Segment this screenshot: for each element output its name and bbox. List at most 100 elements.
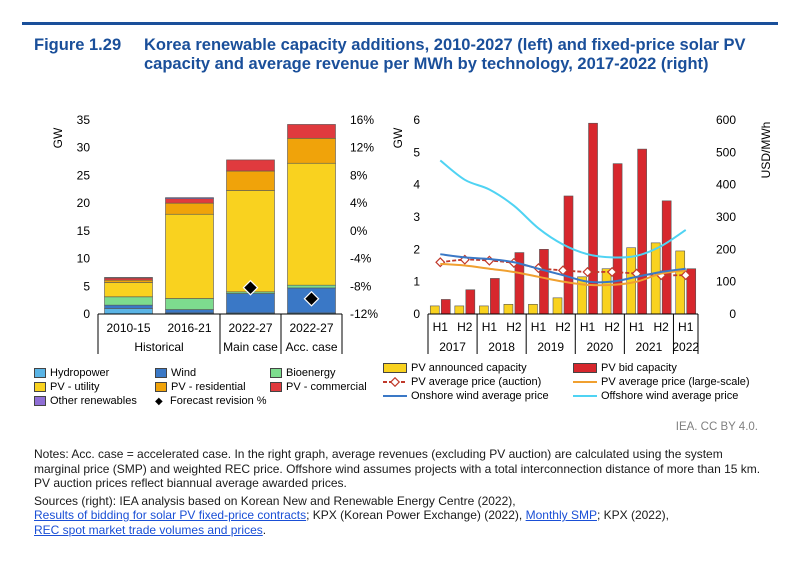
right-year-label: 2022 <box>672 340 699 354</box>
legend-line-offshore-icon <box>573 395 597 398</box>
legend-pv-auction-price: PV average price (auction) <box>383 376 541 389</box>
right-y2-tick-label: 200 <box>716 242 736 256</box>
notes-text: Notes: Acc. case = accelerated case. In … <box>34 447 761 490</box>
left-y-tick-label: 30 <box>77 141 91 155</box>
right-y2-tick-label: 300 <box>716 210 736 224</box>
right-y-tick-label: 6 <box>413 113 420 127</box>
legend-other-renewables: Other renewables <box>34 395 137 408</box>
credit-line: IEA. CC BY 4.0. <box>675 421 758 433</box>
right-x-tick-label: H2 <box>654 320 670 334</box>
right-x-tick-label: H2 <box>457 320 473 334</box>
left-bar-other <box>165 197 214 200</box>
left-y2-tick-label: -12% <box>350 307 378 321</box>
left-y-tick-label: 10 <box>77 252 91 266</box>
legend-swatch-hydropower <box>34 368 46 379</box>
legend-hydropower: Hydropower <box>34 367 109 380</box>
left-y-tick-label: 5 <box>83 279 90 293</box>
left-y2-tick-label: 8% <box>350 168 368 182</box>
right-y-tick-label: 2 <box>413 242 420 256</box>
legend-pv-residential: PV - residential <box>155 381 246 394</box>
legend-onshore: Onshore wind average price <box>383 390 549 403</box>
right-x-tick-label: H2 <box>604 320 620 334</box>
right-y2-tick-label: 400 <box>716 178 736 192</box>
source-link-bidding-results[interactable]: Results of bidding for solar PV fixed-pr… <box>34 508 307 522</box>
pv-auction-marker <box>680 270 691 281</box>
left-group-label: Acc. case <box>285 340 337 354</box>
right-y2-tick-label: 100 <box>716 275 736 289</box>
left-x-tick-label: 2022-27 <box>289 321 333 335</box>
pv-bid-bar <box>490 278 500 315</box>
right-x-tick-label: H1 <box>629 320 645 334</box>
pv-announced-bar <box>552 297 563 315</box>
left-bar-pv_utility <box>287 162 336 286</box>
left-bar-pv_utility <box>104 282 153 298</box>
left-bar-bioenergy <box>104 296 153 306</box>
right-x-tick-label: H2 <box>555 320 571 334</box>
left-y2-tick-label: 16% <box>350 113 374 127</box>
legend-forecast-revision: ◆ Forecast revision % <box>155 395 267 407</box>
legend-line-auction-icon <box>383 377 407 388</box>
legend-pv-utility: PV - utility <box>34 381 100 394</box>
legend-swatch-pv-utility <box>34 382 46 393</box>
left-y-tick-label: 20 <box>77 196 91 210</box>
left-bar-pv_residential <box>165 202 214 215</box>
pv-bid-bar <box>539 249 549 315</box>
legend-swatch-pv-announced <box>383 363 407 374</box>
right-x-tick-label: H1 <box>433 320 449 334</box>
pv-announced-bar <box>454 305 465 315</box>
legend-bioenergy: Bioenergy <box>270 367 336 380</box>
pv-announced-bar <box>675 250 686 315</box>
notes-block: Notes: Acc. case = accelerated case. In … <box>34 447 769 537</box>
left-group-label: Historical <box>134 340 183 354</box>
pv-bid-bar <box>465 289 476 315</box>
pv-bid-bar <box>661 200 672 315</box>
pv-auction-marker <box>484 255 495 266</box>
legend-wind: Wind <box>155 367 196 380</box>
legend-swatch-pv-commercial <box>270 382 282 393</box>
pv-auction-marker <box>557 265 569 276</box>
left-bar-pv_residential <box>226 170 275 191</box>
right-x-tick-label: H1 <box>580 320 596 334</box>
left-bar-bioenergy <box>287 284 336 289</box>
forecast-revision-marker <box>242 279 259 296</box>
left-bar-bioenergy <box>165 298 214 310</box>
left-bar-pv_utility <box>226 190 275 293</box>
figure-title-text: Korea renewable capacity additions, 2010… <box>144 36 746 73</box>
pv-bid-bar <box>440 299 451 315</box>
line-offshore <box>439 159 687 259</box>
pv-auction-marker <box>435 257 446 268</box>
left-bar-pv_residential <box>287 137 336 164</box>
pv-bid-bar <box>612 163 623 315</box>
diamond-marker-icon: ◆ <box>155 396 163 407</box>
legend-offshore: Offshore wind average price <box>573 390 738 403</box>
left-bar-pv_commercial <box>226 159 275 172</box>
left-y-tick-label: 35 <box>77 113 91 127</box>
figure-label: Figure 1.29 <box>34 36 122 54</box>
left-y2-tick-label: 12% <box>350 141 374 155</box>
right-y-tick-label: 3 <box>413 210 420 224</box>
pv-auction-marker <box>582 266 593 278</box>
right-x-tick-label: H2 <box>506 320 522 334</box>
sources-text: Sources (right): IEA analysis based on K… <box>34 493 669 537</box>
source-link-monthly-smp[interactable]: Monthly SMP <box>525 508 597 522</box>
left-bar-pv_residential <box>104 279 153 283</box>
pv-announced-bar <box>577 276 587 315</box>
left-bar-pv_commercial <box>165 198 214 204</box>
left-y-tick-label: 25 <box>77 168 91 182</box>
right-year-label: 2019 <box>537 340 564 354</box>
right-year-label: 2020 <box>586 340 613 354</box>
left-y2-tick-label: 0% <box>350 224 368 238</box>
pv-announced-bar <box>650 242 661 315</box>
source-link-rec-spot[interactable]: REC spot market trade volumes and prices <box>34 522 263 537</box>
figure-frame <box>22 22 778 563</box>
forecast-revision-marker <box>303 290 320 307</box>
pv-announced-bar <box>503 303 514 315</box>
left-bar-wind <box>104 304 153 309</box>
right-y2-axis-title: USD/MWh <box>759 122 773 179</box>
right-y-tick-label: 4 <box>413 178 420 192</box>
left-bar-wind <box>165 309 214 314</box>
right-y2-tick-label: 600 <box>716 113 736 127</box>
right-y-axis-title: GW <box>391 127 405 148</box>
right-y2-tick-label: 500 <box>716 145 736 159</box>
line-pv_large_price <box>440 262 686 287</box>
